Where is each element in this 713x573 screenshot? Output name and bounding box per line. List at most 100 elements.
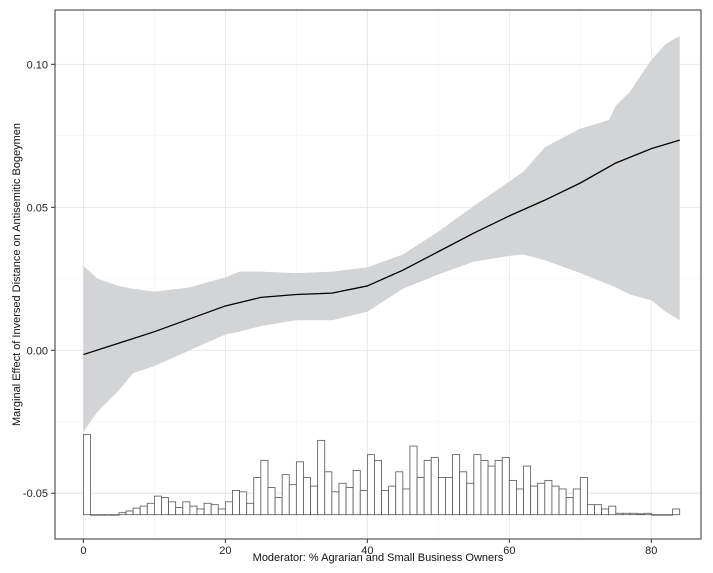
histogram-bar <box>558 488 567 516</box>
histogram-bar <box>246 502 255 516</box>
histogram-bar <box>452 454 461 516</box>
histogram-bar <box>153 495 162 516</box>
histogram-bar <box>608 505 617 516</box>
y-tick-label: -0.05 <box>23 488 48 500</box>
histogram-bar <box>650 514 659 516</box>
histogram-bar <box>359 489 368 516</box>
histogram-bar <box>636 513 645 516</box>
histogram-bar <box>409 445 418 516</box>
histogram-bar <box>523 465 532 516</box>
histogram-bar <box>274 497 283 516</box>
histogram-bar <box>466 482 475 516</box>
histogram-bar <box>437 477 446 516</box>
histogram-bar <box>118 512 127 516</box>
histogram-bar <box>430 457 439 516</box>
histogram-bar <box>572 488 581 516</box>
x-axis-title: Moderator: % Agrarian and Small Business… <box>253 552 504 564</box>
x-axis-ticks: 0 20 40 60 80 <box>80 539 657 557</box>
histogram-bar <box>189 505 198 516</box>
histogram-bar <box>161 497 169 516</box>
histogram-bar <box>381 489 390 516</box>
histogram-bar <box>345 487 354 516</box>
histogram-bar <box>324 471 333 516</box>
histogram-bar <box>395 471 404 516</box>
histogram-bar <box>388 485 397 516</box>
histogram-bar <box>629 512 638 516</box>
histogram-bar <box>501 457 510 516</box>
histogram-bar <box>331 491 340 516</box>
histogram-bar <box>537 482 546 516</box>
x-tick-label: 0 <box>80 545 86 557</box>
histogram-bar <box>530 485 539 516</box>
histogram-bar <box>665 514 674 516</box>
histogram-bar <box>601 508 610 516</box>
histogram-bar <box>487 465 496 516</box>
histogram-bar <box>672 508 681 516</box>
histogram-bar <box>232 489 240 516</box>
y-tick-label: 0.00 <box>27 345 48 357</box>
histogram-bar <box>175 507 184 516</box>
panel-border <box>54 9 702 540</box>
histogram-bar <box>366 454 375 516</box>
histogram-bar <box>125 510 134 516</box>
histogram-bar <box>416 477 425 516</box>
histogram-bar <box>90 514 98 516</box>
histogram <box>83 434 681 516</box>
histogram-bar <box>295 461 304 516</box>
histogram-bar <box>352 469 361 516</box>
confidence-band <box>83 35 680 432</box>
histogram-bar <box>658 514 666 516</box>
y-axis-title: Marginal Effect of Inversed Distance on … <box>11 123 23 426</box>
histogram-bar <box>217 508 226 516</box>
histogram-bar <box>182 501 191 516</box>
histogram-bar <box>643 512 652 516</box>
histogram-bar <box>374 459 382 516</box>
histogram-bar <box>587 504 595 516</box>
histogram-bar <box>267 487 276 516</box>
y-tick-label: 0.05 <box>27 202 48 214</box>
histogram-bar <box>111 514 120 516</box>
histogram-bar <box>288 484 297 516</box>
histogram-bar <box>303 477 311 516</box>
histogram-bar <box>459 471 468 516</box>
histogram-bar <box>423 459 432 516</box>
histogram-bar <box>210 504 219 516</box>
effect-line <box>83 139 680 356</box>
histogram-bar <box>104 514 113 516</box>
histogram-bar <box>168 501 177 516</box>
histogram-bar <box>480 459 489 516</box>
histogram-bar <box>146 502 155 516</box>
histogram-bar <box>196 508 205 516</box>
histogram-bar <box>402 488 411 516</box>
y-tick-label: 0.10 <box>27 59 48 71</box>
x-tick-label: 80 <box>645 545 657 557</box>
x-tick-label: 40 <box>361 545 373 557</box>
histogram-bar <box>83 434 91 516</box>
histogram-bar <box>516 488 524 516</box>
histogram-bar <box>594 504 603 516</box>
effect-line-path <box>83 139 680 356</box>
histogram-bar <box>544 479 553 516</box>
histogram-bar <box>317 439 326 516</box>
histogram-bar <box>565 497 574 516</box>
histogram-bar <box>97 514 106 516</box>
confidence-band-area <box>83 35 680 432</box>
histogram-bar <box>579 477 588 516</box>
histogram-bar <box>615 512 624 516</box>
histogram-bar <box>494 459 503 516</box>
histogram-bar <box>281 474 290 516</box>
histogram-bar <box>260 459 269 516</box>
histogram-bar <box>224 501 233 516</box>
histogram-bar <box>253 477 262 516</box>
x-tick-label: 20 <box>219 545 231 557</box>
histogram-bar <box>203 502 212 516</box>
histogram-bar <box>139 505 148 516</box>
histogram-bar <box>551 485 560 516</box>
histogram-bar <box>473 454 482 516</box>
histogram-bar <box>338 482 347 516</box>
histogram-bar <box>445 477 453 516</box>
histogram-bar <box>508 479 517 516</box>
histogram-bar <box>239 491 248 516</box>
histogram-bar <box>622 512 631 516</box>
